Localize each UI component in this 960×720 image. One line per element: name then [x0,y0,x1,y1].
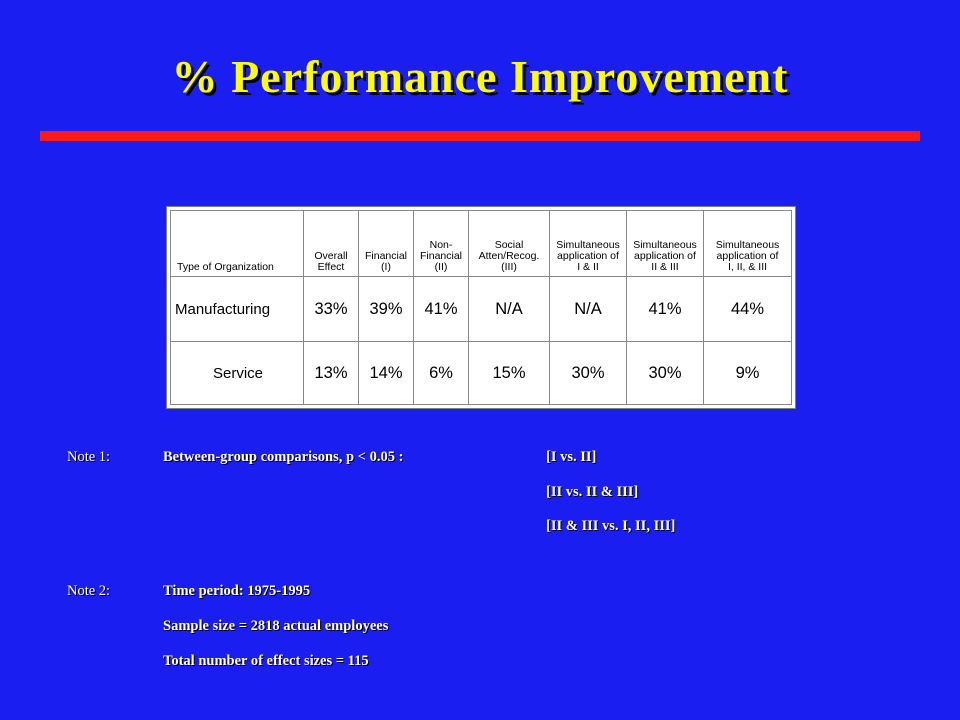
table-cell: 6% [413,341,469,405]
header-line: II & III [651,261,679,273]
row-label-cell: Service [170,341,304,405]
header-line: (III) [501,261,517,273]
table-cell: N/A [549,276,627,342]
note2-label: Note 2: [67,583,111,599]
header-line: Type of Organization [177,261,274,273]
table-cell: 15% [468,341,550,405]
title-divider [40,131,920,141]
table-header-row: Type of Organization Overall Effect Fina… [170,210,792,277]
table-header-cell: Simultaneous application of I, II, & III [703,210,792,277]
header-line: application of [716,250,779,262]
table-cell: 33% [303,276,359,342]
results-table-container: Type of Organization Overall Effect Fina… [166,206,796,409]
table-cell: N/A [468,276,550,342]
note1-label: Note 1: [67,449,111,465]
table-row: Manufacturing 33% 39% 41% N/A N/A 41% 44… [170,276,792,342]
header-line: Overall [314,250,348,262]
table-cell: 30% [626,341,704,405]
header-line: Simultaneous [633,239,697,251]
table-cell: 41% [413,276,469,342]
table-cell: 30% [549,341,627,405]
note1-text: Between-group comparisons, p < 0.05 : [163,449,404,465]
note2-line: Total number of effect sizes = 115 [163,653,369,669]
header-line: I, II, & III [727,261,768,273]
header-line: Simultaneous [715,239,780,251]
header-line: application of [634,250,696,262]
note2-line: Time period: 1975-1995 [163,583,311,599]
header-line: Financial [419,250,463,262]
table-row: Service 13% 14% 6% 15% 30% 30% 9% [170,341,792,405]
header-line: Financial [364,250,408,262]
table-header-cell: Type of Organization [170,210,304,277]
table-cell: 13% [303,341,359,405]
table-header-cell: Social Atten/Recog. (III) [468,210,550,277]
slide-title: % Performance Improvement [171,51,789,102]
results-table: Type of Organization Overall Effect Fina… [170,210,792,405]
header-line: Social [494,239,524,251]
table-cell: 41% [626,276,704,342]
header-line: (I) [381,261,391,273]
note2-line: Sample size = 2818 actual employees [163,618,389,634]
table-header-cell: Simultaneous application of I & II [549,210,627,277]
header-line: Effect [317,261,345,273]
note1-comparison: [I vs. II] [546,449,597,465]
header-line: application of [557,250,619,262]
header-line: Non- [429,239,453,251]
note1-comparison: [II & III vs. I, II, III] [546,518,676,534]
table-cell: 9% [703,341,792,405]
row-label-cell: Manufacturing [170,276,304,342]
header-line: I & II [577,261,599,273]
header-line: Atten/Recog. [478,250,540,262]
header-line: (II) [434,261,448,273]
header-line: Simultaneous [556,239,620,251]
table-cell: 39% [358,276,414,342]
note1-comparison: [II vs. II & III] [546,484,639,500]
